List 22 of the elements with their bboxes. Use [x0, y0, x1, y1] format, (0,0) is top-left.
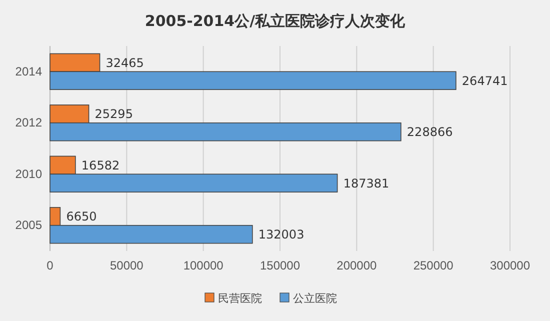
- x-tick-label: 100000: [183, 258, 224, 273]
- y-tick-label: 2014: [15, 64, 42, 78]
- data-label: 32465: [106, 56, 144, 70]
- x-tick-label: 200000: [336, 258, 378, 273]
- data-label: 264741: [462, 74, 508, 88]
- data-label: 6650: [66, 210, 97, 224]
- chart-title: 2005-2014公/私立医院诊疗人次变化: [144, 12, 406, 30]
- x-tick-label: 50000: [110, 258, 144, 273]
- y-tick-label: 2012: [15, 116, 42, 130]
- x-tick-label: 250000: [413, 258, 454, 273]
- data-label: 16582: [81, 158, 120, 172]
- x-tick-label: 300000: [490, 258, 530, 273]
- data-label: 132003: [258, 228, 304, 242]
- legend-label: 公立医院: [293, 292, 337, 305]
- y-tick-label: 2005: [15, 218, 42, 232]
- x-tick-label: 0: [46, 258, 54, 273]
- data-label: 25295: [94, 107, 133, 122]
- y-tick-label: 2010: [15, 166, 42, 181]
- data-label: 187381: [343, 176, 390, 190]
- legend-label: 民营医院: [218, 292, 262, 305]
- data-label: 228866: [406, 125, 453, 140]
- x-tick-label: 150000: [260, 258, 300, 273]
